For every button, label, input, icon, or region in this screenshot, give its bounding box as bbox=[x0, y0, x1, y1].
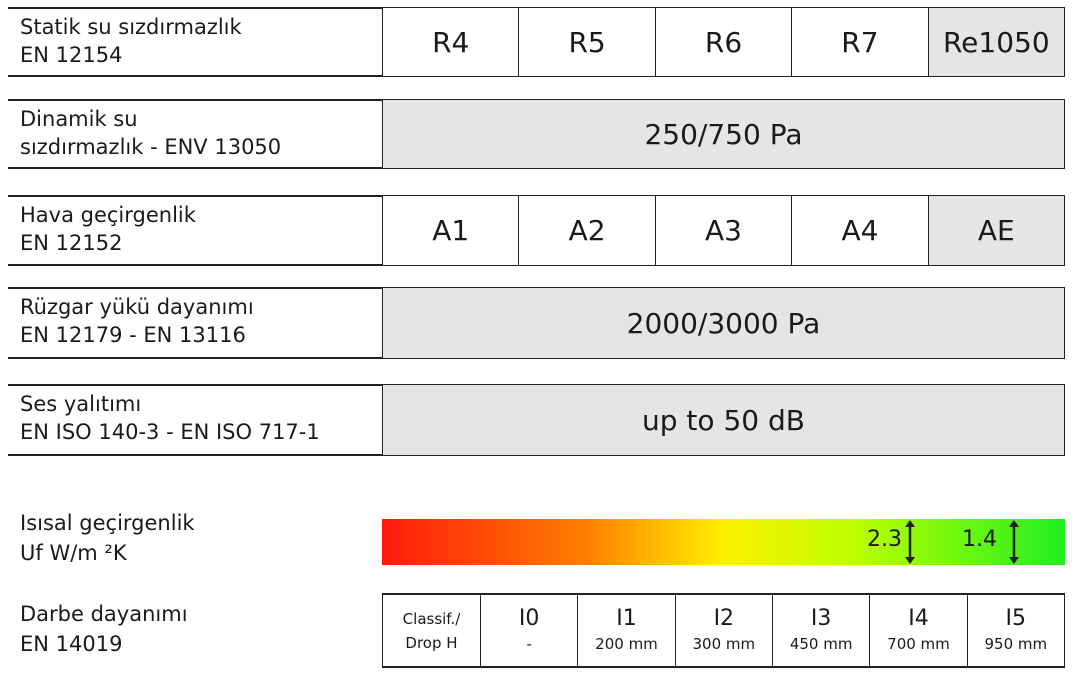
drop-height: 450 mm bbox=[789, 634, 853, 653]
class: I5 bbox=[1005, 605, 1027, 631]
label-line: Isısal geçirgenlik bbox=[20, 511, 195, 535]
label-line: Hava geçirgenlik bbox=[20, 203, 196, 227]
label-line: Darbe dayanımı bbox=[20, 602, 188, 626]
dynamic-water-value: 250/750 Pa bbox=[382, 99, 1065, 169]
impact-cell: I1 200 mm bbox=[578, 595, 676, 666]
thermal-mark-value: 2.3 bbox=[867, 527, 902, 552]
label-wind-load: Rüzgar yükü dayanımı EN 12179 - EN 13116 bbox=[8, 287, 382, 359]
class-cell-highlighted: AE bbox=[928, 196, 1065, 265]
label-line: EN 14019 bbox=[20, 632, 123, 656]
impact-header-cell: Classif./ Drop H bbox=[383, 595, 481, 666]
label-line: EN 12154 bbox=[20, 43, 123, 67]
drop-height: 700 mm bbox=[887, 634, 950, 653]
label-line: EN ISO 140-3 - EN ISO 717-1 bbox=[20, 420, 320, 444]
class-cell: R5 bbox=[519, 8, 656, 76]
header-line: Classif./ bbox=[402, 609, 461, 628]
double-arrow-icon bbox=[905, 520, 915, 564]
impact-cell: I0 - bbox=[481, 595, 579, 666]
label-dynamic-water: Dinamik su sızdırmazlık - ENV 13050 bbox=[8, 99, 382, 169]
sound-insulation-value: up to 50 dB bbox=[382, 384, 1065, 456]
class-cell: A3 bbox=[655, 196, 793, 265]
label-line: EN 12179 - EN 13116 bbox=[20, 323, 246, 347]
value: up to 50 dB bbox=[383, 385, 1064, 455]
thermal-mark-value: 1.4 bbox=[962, 527, 997, 552]
label-line: Dinamik su bbox=[20, 107, 138, 131]
label-static-water: Statik su sızdırmazlık EN 12154 bbox=[8, 7, 382, 77]
drop-height: 200 mm bbox=[595, 634, 658, 653]
impact-cell: I4 700 mm bbox=[870, 595, 968, 666]
class: I3 bbox=[810, 605, 832, 631]
impact-cell: I3 450 mm bbox=[772, 595, 871, 666]
class-cell: R6 bbox=[655, 8, 793, 76]
label-impact: Darbe dayanımı EN 14019 bbox=[20, 599, 188, 659]
value: 250/750 Pa bbox=[383, 100, 1064, 168]
label-air-permeability: Hava geçirgenlik EN 12152 bbox=[8, 195, 382, 266]
impact-cell-highlighted: I5 950 mm bbox=[967, 595, 1064, 666]
label-line: Ses yalıtımı bbox=[20, 392, 142, 416]
drop-height: 300 mm bbox=[692, 634, 756, 653]
label-thermal: Isısal geçirgenlik Uf W/m ²K bbox=[20, 508, 195, 568]
air-permeability-classes: A1 A2 A3 A4 AE bbox=[382, 195, 1065, 266]
class: I0 bbox=[518, 605, 540, 631]
drop-height: - bbox=[526, 634, 532, 653]
class-cell: A4 bbox=[792, 196, 929, 265]
static-water-classes: R4 R5 R6 R7 Re1050 bbox=[382, 7, 1065, 77]
class-cell: R7 bbox=[792, 8, 929, 76]
class: I1 bbox=[616, 605, 637, 631]
header-line: Drop H bbox=[405, 633, 458, 652]
class: I2 bbox=[713, 605, 735, 631]
label-line: Statik su sızdırmazlık bbox=[20, 15, 242, 39]
impact-cell: I2 300 mm bbox=[675, 595, 773, 666]
class-cell: A2 bbox=[519, 196, 656, 265]
label-sound-insulation: Ses yalıtımı EN ISO 140-3 - EN ISO 717-1 bbox=[8, 384, 382, 456]
label-line: sızdırmazlık - ENV 13050 bbox=[20, 135, 282, 159]
thermal-gradient-bar: 2.3 1.4 bbox=[382, 519, 1065, 565]
class-cell-highlighted: Re1050 bbox=[928, 8, 1065, 76]
wind-load-value: 2000/3000 Pa bbox=[382, 287, 1065, 359]
label-line: EN 12152 bbox=[20, 231, 123, 255]
label-line: Uf W/m ²K bbox=[20, 541, 127, 565]
class: I4 bbox=[908, 605, 929, 631]
drop-height: 950 mm bbox=[984, 634, 1048, 653]
double-arrow-icon bbox=[1009, 520, 1019, 564]
class-cell: A1 bbox=[383, 196, 520, 265]
label-line: Rüzgar yükü dayanımı bbox=[20, 295, 254, 319]
value: 2000/3000 Pa bbox=[383, 288, 1064, 358]
impact-table: Classif./ Drop H I0 - I1 200 mm I2 300 mm I3… bbox=[382, 593, 1065, 668]
class-cell: R4 bbox=[383, 8, 520, 76]
